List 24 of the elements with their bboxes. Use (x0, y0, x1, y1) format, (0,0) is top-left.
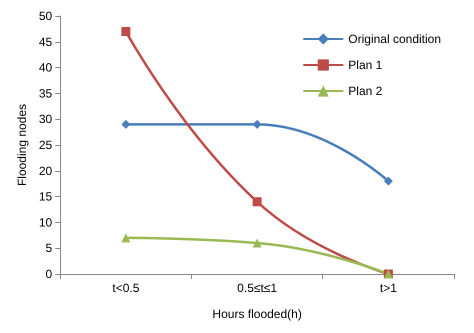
x-axis-title: Hours flooded(h) (212, 307, 302, 321)
point (252, 120, 262, 129)
point (121, 120, 130, 129)
y-tick-label: 15 (38, 190, 53, 204)
y-axis-title: Flooding nodes (15, 104, 29, 186)
y-tick-label: 25 (38, 138, 53, 152)
x-tick-label: t>1 (380, 281, 398, 295)
y-tick-label: 50 (38, 9, 53, 23)
y-tick-label: 35 (38, 86, 53, 100)
y-tick-label: 40 (38, 60, 53, 75)
x-tick-label: t<0.5 (112, 281, 140, 295)
y-tick-label: 5 (46, 241, 53, 256)
y-tick-label: 20 (38, 164, 53, 178)
y-tick-label: 0 (46, 267, 53, 281)
point (252, 197, 262, 206)
point (121, 26, 130, 36)
legend-label: Plan 2 (348, 84, 383, 98)
y-tick-label: 45 (38, 34, 53, 49)
point (384, 176, 393, 186)
y-tick-label: 30 (38, 112, 53, 126)
y-tick-label: 10 (38, 215, 53, 230)
legend-label: Original condition (348, 32, 441, 46)
x-tick-label: 0.5≤t≤1 (237, 281, 278, 295)
legend-label: Plan 1 (348, 58, 383, 72)
